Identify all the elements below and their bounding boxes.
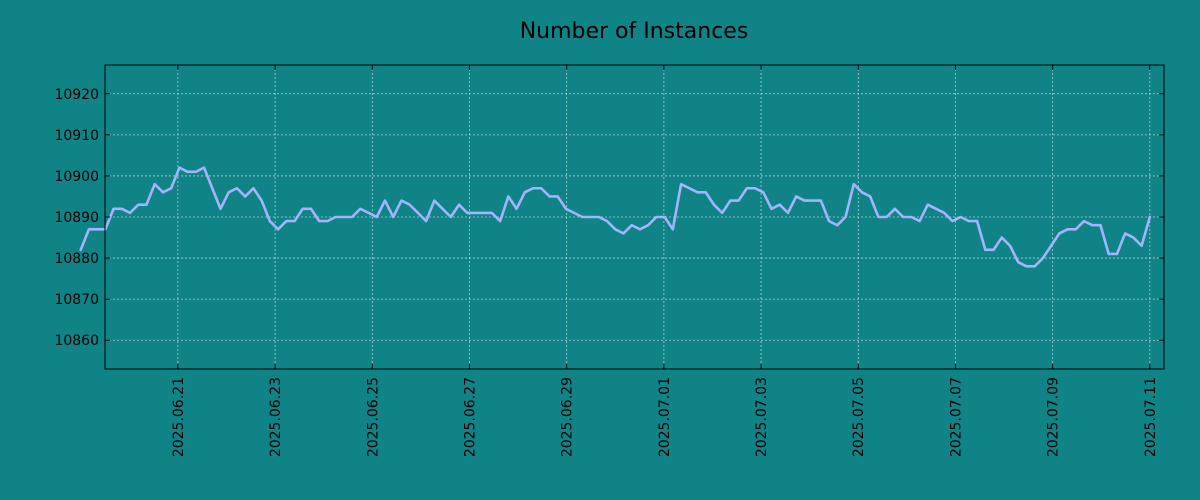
y-tick-label: 10910 <box>54 128 99 144</box>
x-tick-label: 2025.06.25 <box>365 377 381 457</box>
x-axis: 2025.06.21 2025.06.23 2025.06.25 2025.06.27… <box>171 65 1159 457</box>
y-tick-label: 10870 <box>54 292 99 308</box>
y-tick-label: 10920 <box>54 87 99 103</box>
x-tick-label: 2025.06.21 <box>171 377 187 457</box>
y-axis: 10860 10870 10880 10890 10900 10910 10920 <box>54 87 1164 349</box>
x-tick-label: 2025.07.03 <box>754 377 770 457</box>
y-tick-label: 10880 <box>54 251 99 267</box>
x-tick-label: 2025.07.11 <box>1143 377 1159 457</box>
x-tick-label: 2025.07.05 <box>851 377 867 457</box>
series-line <box>79 166 1152 268</box>
y-tick-label: 10900 <box>54 169 99 185</box>
x-tick-label: 2025.06.27 <box>462 377 478 457</box>
grid <box>105 65 1164 369</box>
y-tick-label: 10890 <box>54 210 99 226</box>
x-tick-label: 2025.07.01 <box>657 377 673 457</box>
y-tick-label: 10860 <box>54 333 99 349</box>
x-tick-label: 2025.06.23 <box>268 377 284 457</box>
x-tick-label: 2025.07.09 <box>1046 377 1062 457</box>
chart-title: Number of Instances <box>520 19 749 44</box>
x-tick-label: 2025.06.29 <box>560 377 576 457</box>
x-tick-label: 2025.07.07 <box>948 377 964 457</box>
series-layer <box>79 166 1152 268</box>
